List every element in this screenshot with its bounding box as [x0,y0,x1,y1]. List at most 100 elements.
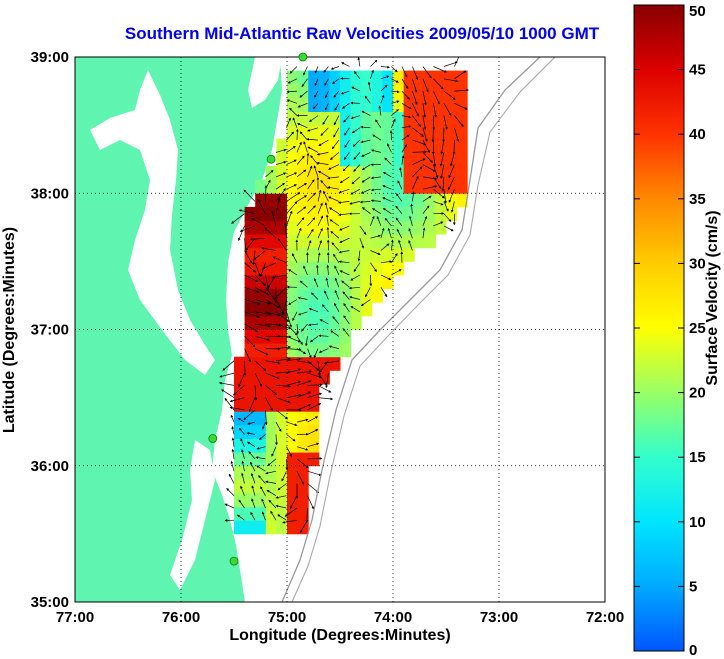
colorbar-tick-label: 50 [689,3,706,20]
velocity-cell [340,97,352,112]
velocity-cell [255,247,267,262]
velocity-arrow [422,78,429,93]
velocity-cell [255,193,267,208]
velocity-cell [244,302,256,317]
velocity-cell [340,275,352,290]
velocity-cell [329,97,341,112]
velocity-arrow [380,287,388,298]
velocity-arrow [441,176,445,192]
velocity-arrow [370,250,381,255]
station-marker [229,556,239,566]
velocity-arrow [245,237,256,251]
velocity-arrow [275,421,282,432]
velocity-arrow [275,397,291,404]
velocity-cell [234,370,246,385]
velocity-cell [456,152,468,167]
velocity-arrow [339,176,350,184]
velocity-arrow [401,103,412,110]
velocity-arrow [328,196,340,202]
velocity-arrow [248,397,256,412]
velocity-arrow [353,164,361,172]
velocity-arrow [221,389,235,398]
chart-title: Southern Mid-Atlantic Raw Velocities 200… [124,24,600,43]
station-marker [298,52,308,62]
velocity-cell [308,275,320,290]
velocity-arrow [431,127,435,143]
velocity-arrow [391,90,400,94]
velocity-arrow [433,221,444,227]
velocity-cell [329,193,341,208]
station-marker [208,434,218,443]
velocity-cell [393,220,405,235]
velocity-cell [244,506,256,521]
velocity-cell [287,315,299,330]
velocity-arrow [326,226,330,239]
velocity-cell [265,193,277,208]
velocity-arrow [222,360,235,371]
velocity-cell [297,247,309,262]
velocity-arrow [382,185,392,190]
velocity-arrow [218,381,235,386]
velocity-cell [403,206,415,221]
velocity-arrow [443,103,452,117]
velocity-arrow [307,240,312,251]
velocity-arrow [376,216,382,227]
velocity-arrow [338,213,350,217]
velocity-cell [287,465,299,480]
velocity-arrow [399,167,403,177]
velocity-arrow [443,61,458,67]
velocity-cell [350,315,362,330]
velocity-cell [361,70,373,85]
velocity-arrow [249,237,266,241]
velocity-cell [308,370,320,385]
velocity-cell [414,166,426,181]
velocity-cell [255,261,267,276]
velocity-cell [435,166,447,181]
velocity-cell [446,125,458,140]
velocity-arrow [372,134,382,141]
velocity-arrow [226,488,235,496]
velocity-arrow [361,207,371,214]
velocity-arrow [422,215,428,227]
velocity-arrow [275,311,290,322]
velocity-cell [350,138,362,153]
velocity-cell [308,84,320,99]
velocity-arrow [391,100,400,104]
velocity-arrow [266,489,277,496]
velocity-cell [244,384,256,399]
velocity-arrow [454,70,467,80]
velocity-cell [329,234,341,249]
velocity-arrow [323,190,329,202]
velocity-arrow [422,227,426,239]
velocity-arrow [327,176,339,180]
velocity-arrow [412,158,426,165]
velocity-cell [287,275,299,290]
velocity-arrow [246,432,256,435]
velocity-cell [287,70,299,85]
colorbar-ticks: 0 5 10 15 20 25 30 35 40 45 50 [634,3,706,659]
velocity-arrow [253,250,266,260]
velocity-arrow [268,499,277,509]
velocity-cell [350,275,362,290]
velocity-cell [297,138,309,153]
velocity-arrow [412,166,423,178]
velocity-arrow [380,84,388,92]
velocity-cell [414,125,426,140]
velocity-arrow [229,397,245,403]
velocity-arrow [350,306,361,313]
velocity-arrow [375,119,382,128]
velocity-cell [435,111,447,126]
velocity-cell [255,356,267,371]
velocity-arrow [361,152,371,157]
velocity-cell [403,220,415,235]
velocity-arrow [286,335,301,343]
velocity-cell [308,329,320,344]
velocity-cell [297,370,309,385]
velocity-arrow [261,511,266,521]
velocity-arrow [316,161,329,165]
velocity-arrow [257,198,266,214]
velocity-cell [371,111,383,126]
velocity-arrow [412,90,418,105]
velocity-cell [424,193,436,208]
